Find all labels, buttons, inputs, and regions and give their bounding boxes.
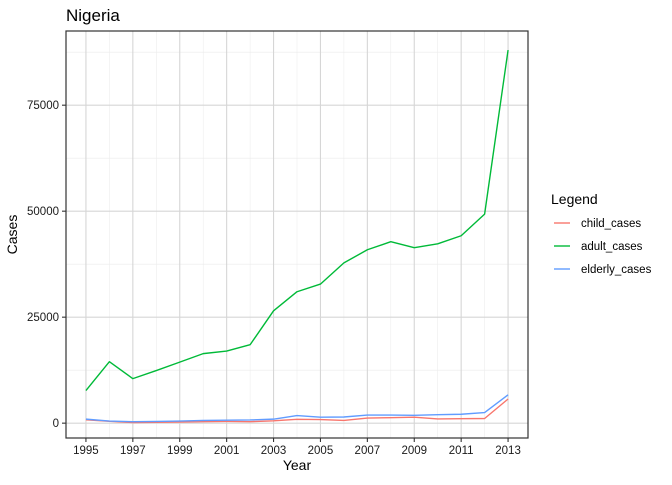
legend-title: Legend <box>551 191 598 207</box>
legend-label-elderly-cases: elderly_cases <box>581 264 652 276</box>
x-tick-label: 2005 <box>308 445 334 457</box>
y-tick-label: 50000 <box>27 206 59 218</box>
x-axis-ticks: 1995 1997 1999 2001 2003 2005 2007 2009 2011 2013 <box>73 438 521 457</box>
y-axis-label: Cases <box>4 215 20 255</box>
x-axis-label: Year <box>283 457 312 473</box>
x-tick-label: 1999 <box>167 445 193 457</box>
x-tick-label: 2001 <box>214 445 240 457</box>
legend-items: child_cases adult_cases elderly_cases <box>554 218 652 276</box>
x-tick-label: 1995 <box>73 445 99 457</box>
legend-label-child-cases: child_cases <box>581 218 641 230</box>
major-gridlines <box>66 31 528 438</box>
series-line-elderly-cases <box>85 394 509 423</box>
y-tick-label: 75000 <box>27 100 59 112</box>
series-line-child-cases <box>85 398 509 424</box>
series-line-adult-cases <box>85 49 509 391</box>
x-tick-label: 2003 <box>261 445 287 457</box>
chart-title: Nigeria <box>66 6 120 25</box>
y-tick-label: 25000 <box>27 312 59 324</box>
x-tick-label: 1997 <box>120 445 146 457</box>
legend-label-adult-cases: adult_cases <box>581 241 643 253</box>
legend: Legend child_cases adult_cases elderly_cas… <box>551 191 652 276</box>
x-tick-label: 2011 <box>449 445 474 457</box>
y-tick-label: 0 <box>53 418 59 430</box>
x-tick-label: 2007 <box>355 445 381 457</box>
plot-panel-border <box>65 30 529 439</box>
minor-gridlines <box>66 31 528 438</box>
y-axis-ticks: 0 25000 50000 75000 <box>27 100 66 430</box>
x-tick-label: 2009 <box>401 445 427 457</box>
series-lines <box>85 49 509 424</box>
x-tick-label: 2013 <box>495 445 521 457</box>
